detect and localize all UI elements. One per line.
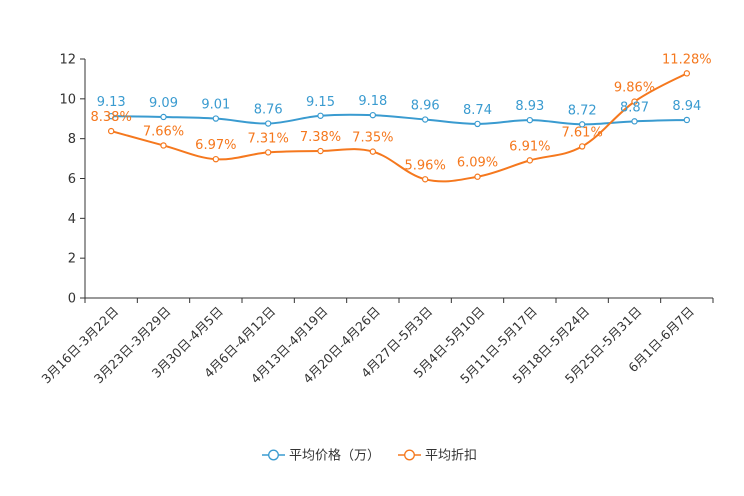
data-point[interactable] [317,147,324,155]
data-point[interactable] [683,70,691,77]
data-label: 8.38% [91,110,132,125]
data-label: 9.86% [614,81,655,96]
data-labels: 9.13 9.09 9.01 8.76 9.15 9.18 8.96 8.74 8.93 8.72… [91,52,712,173]
legend-item-1[interactable]: 平均折扣 [398,449,477,464]
data-point[interactable] [631,118,638,125]
y-tick-label: 12 [59,53,76,68]
data-point[interactable] [369,111,377,119]
legend[interactable]: 平均价格（万） 平均折扣 [262,448,477,464]
y-tick-label: 6 [68,172,76,187]
data-label: 5.96% [405,158,446,173]
data-point[interactable] [107,127,115,135]
data-point[interactable] [526,157,534,164]
data-point[interactable] [107,112,115,120]
data-label: 9.18 [358,94,387,109]
data-label: 9.13 [97,95,126,110]
legend-label: 平均折扣 [425,449,477,464]
data-label: 7.38% [300,130,341,145]
data-point[interactable] [474,173,481,180]
data-point[interactable] [160,142,167,149]
data-point[interactable] [578,143,586,150]
data-point[interactable] [264,149,272,156]
y-tick-label: 2 [68,252,76,267]
data-label: 8.76 [254,103,283,118]
data-label: 7.61% [562,125,603,140]
data-point[interactable] [264,120,272,127]
data-label: 8.74 [463,103,492,118]
data-point[interactable] [212,155,220,163]
legend-marker-icon [268,449,279,461]
y-tick-label: 4 [68,212,76,227]
data-label: 11.28% [662,52,712,67]
data-point[interactable] [526,116,534,124]
data-label: 8.93 [515,99,544,114]
data-label: 8.94 [672,99,701,114]
series-line-1 [110,72,688,183]
data-label: 8.96 [411,99,440,114]
y-tick-label: 8 [68,132,76,147]
y-tick-label: 0 [68,292,76,307]
data-label: 6.91% [509,139,550,154]
series-layer [107,70,691,183]
data-label: 8.72 [568,103,597,118]
data-label: 7.66% [143,124,184,139]
data-label: 8.87 [620,100,649,115]
data-label: 7.35% [352,131,393,146]
data-point[interactable] [631,98,638,105]
data-label: 9.09 [149,96,178,111]
data-label: 9.01 [201,98,230,113]
series-line-0 [111,113,687,126]
data-label: 6.09% [457,156,498,171]
data-point[interactable] [474,120,481,128]
data-point[interactable] [421,176,429,183]
y-tick-label: 10 [59,92,76,107]
legend-marker-icon [404,449,415,461]
data-label: 7.31% [248,131,289,146]
data-point[interactable] [317,112,324,119]
data-point[interactable] [421,116,429,123]
legend-label: 平均价格（万） [289,448,380,464]
data-point[interactable] [683,116,691,124]
legend-item-0[interactable]: 平均价格（万） [262,448,380,464]
data-label: 6.97% [195,138,236,153]
data-point[interactable] [160,113,167,121]
data-point[interactable] [578,121,586,128]
data-label: 9.15 [306,95,335,110]
data-point[interactable] [212,115,220,122]
data-point[interactable] [369,148,377,155]
